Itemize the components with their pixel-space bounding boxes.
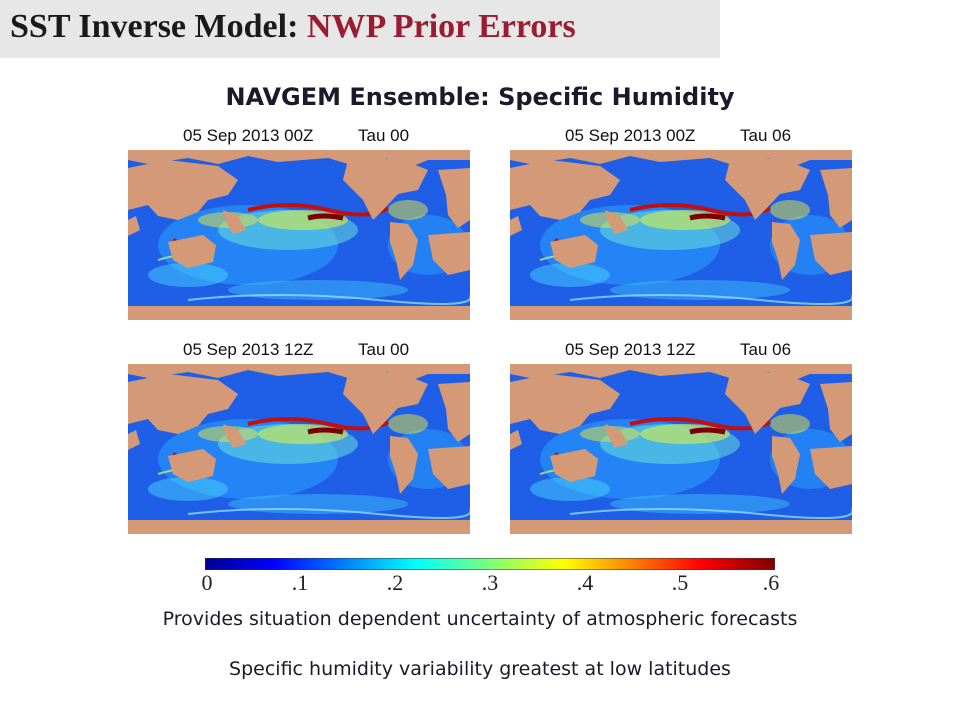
- panel-date: 05 Sep 2013 12Z: [183, 340, 314, 359]
- panel-label: 05 Sep 2013 00Z Tau 00: [128, 122, 470, 150]
- slide-title-main: SST Inverse Model:: [10, 8, 299, 45]
- panel-tau: Tau 00: [358, 340, 410, 359]
- slide-title-accent: NWP Prior Errors: [306, 8, 576, 45]
- note-line-1: Provides situation dependent uncertainty…: [162, 608, 798, 630]
- humidity-map: [128, 364, 470, 534]
- slide-title: SST Inverse Model: NWP Prior Errors: [10, 8, 576, 46]
- slide-subtitle: NAVGEM Ensemble: Specific Humidity: [225, 83, 735, 111]
- colorbar-tick: .5: [671, 570, 689, 595]
- panel-tau: Tau 06: [740, 126, 792, 145]
- panel-label: 05 Sep 2013 00Z Tau 06: [510, 122, 852, 150]
- map-panel-3: 05 Sep 2013 12Z Tau 00: [128, 336, 470, 534]
- colorbar-tick: .3: [481, 570, 499, 595]
- panel-label: 05 Sep 2013 12Z Tau 06: [510, 336, 852, 364]
- map-panel-2: 05 Sep 2013 00Z Tau 06: [510, 122, 852, 320]
- panel-tau: Tau 06: [740, 340, 792, 359]
- colorbar-tick: .6: [762, 570, 780, 595]
- colorbar-tick: .2: [386, 570, 404, 595]
- panel-tau: Tau 00: [358, 126, 410, 145]
- panel-date: 05 Sep 2013 00Z: [183, 126, 314, 145]
- colorbar-tick: 0: [201, 570, 213, 595]
- colorbar: 0 .1 .2 .3 .4 .5 .6: [201, 558, 780, 595]
- panel-date: 05 Sep 2013 00Z: [565, 126, 696, 145]
- panel-date: 05 Sep 2013 12Z: [565, 340, 696, 359]
- map-panel-4: 05 Sep 2013 12Z Tau 06: [510, 336, 852, 534]
- humidity-map: [510, 364, 852, 534]
- note-line-2: Specific humidity variability greatest a…: [229, 658, 731, 680]
- map-panel-1: 05 Sep 2013 00Z Tau 00: [128, 122, 470, 320]
- colorbar-tick: .1: [291, 570, 309, 595]
- colorbar-ticks: 0 .1 .2 .3 .4 .5 .6: [201, 570, 780, 595]
- title-bar: [0, 0, 720, 58]
- colorbar-gradient: [205, 558, 775, 570]
- humidity-map: [128, 150, 470, 320]
- panel-label: 05 Sep 2013 12Z Tau 00: [128, 336, 470, 364]
- humidity-map: [510, 150, 852, 320]
- colorbar-tick: .4: [576, 570, 594, 595]
